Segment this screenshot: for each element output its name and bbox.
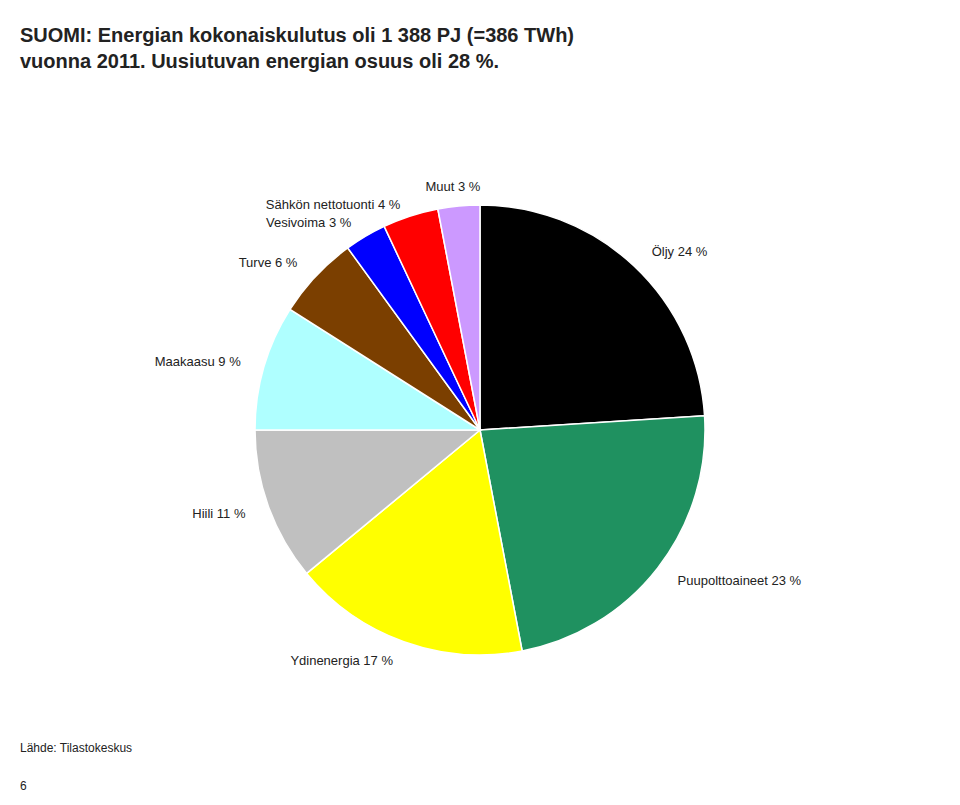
slice-label: Sähkön nettotuonti 4 %: [266, 197, 401, 212]
pie-slice: [438, 205, 480, 430]
slice-label: Puupolttoaineet 23 %: [678, 573, 802, 588]
pie-slice: [480, 205, 705, 430]
page-number: 6: [20, 779, 27, 793]
slice-label: Maakaasu 9 %: [155, 354, 241, 369]
slice-label: Öljy 24 %: [652, 244, 708, 259]
pie: [255, 205, 705, 655]
title: SUOMI: Energian kokonaiskulutus oli 1 38…: [20, 24, 574, 46]
labels: Öljy 24 % Puupolttoaineet 23 % Ydinenergia…: [155, 179, 802, 668]
slice-label: Turve 6 %: [239, 255, 298, 270]
pie-slice: [255, 430, 480, 573]
footer: Lähde: Tilastokeskus: [20, 741, 132, 755]
slice-label: Vesivoima 3 %: [266, 215, 352, 230]
slice-label: Hiili 11 %: [192, 506, 246, 521]
slice-label: Muut 3 %: [425, 179, 480, 194]
subtitle: vuonna 2011. Uusiutuvan energian osuus o…: [20, 50, 499, 72]
chart: SUOMI: Energian kokonaiskulutus oli 1 38…: [0, 0, 960, 805]
slice-label: Ydinenergia 17 %: [290, 653, 393, 668]
